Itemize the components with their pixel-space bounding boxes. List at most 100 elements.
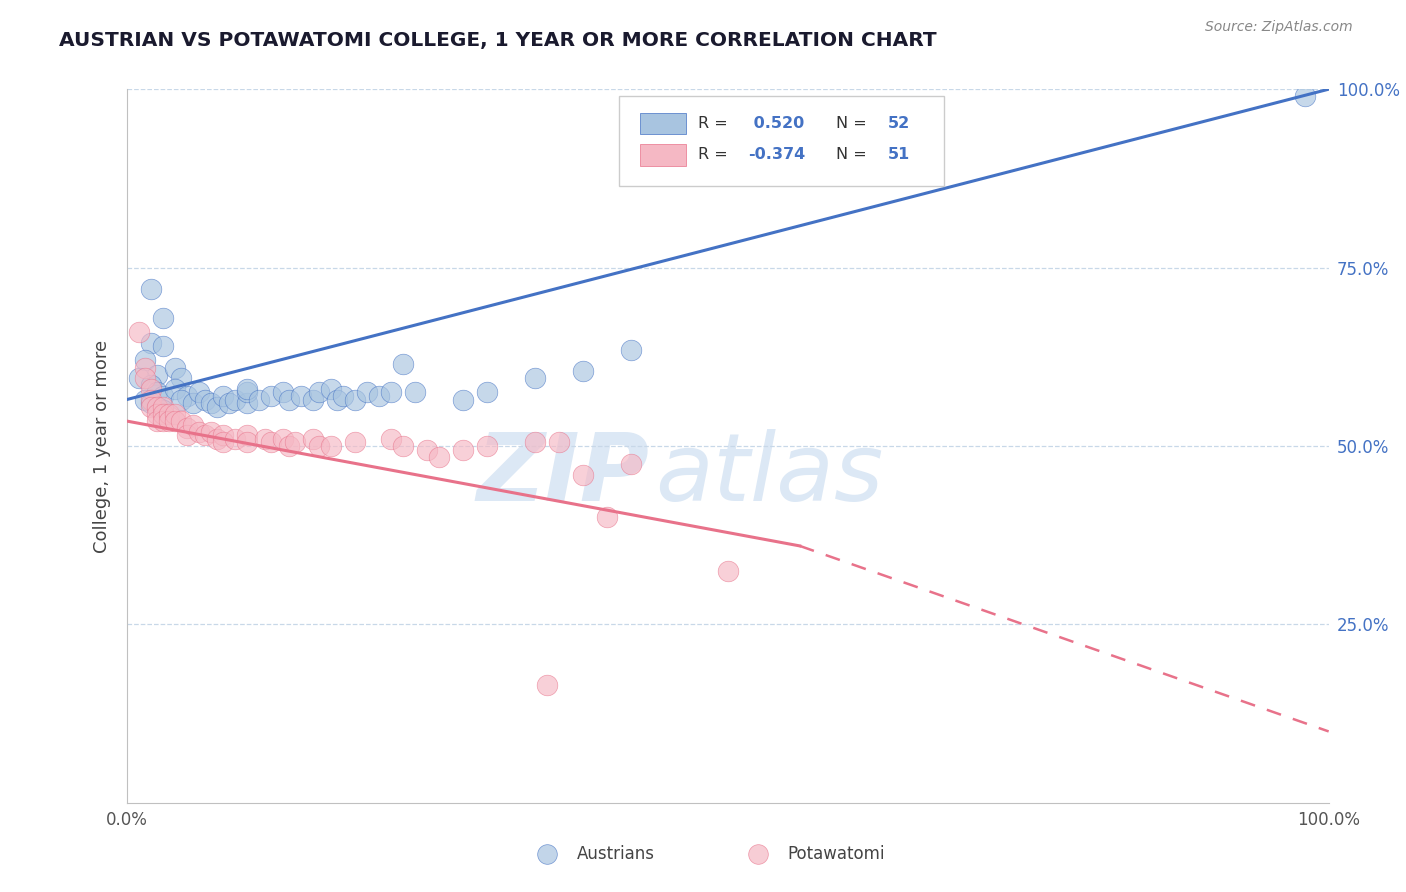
Point: [157, 414, 180, 428]
Point: [620, 457, 643, 471]
Text: Potawatomi: Potawatomi: [787, 846, 886, 863]
Point: [176, 428, 198, 442]
Point: [139, 396, 162, 410]
Point: [427, 450, 450, 464]
Point: [145, 385, 167, 400]
Point: [319, 382, 342, 396]
Point: [290, 389, 312, 403]
Point: [277, 392, 299, 407]
Point: [380, 432, 402, 446]
Point: [134, 392, 156, 407]
Point: [343, 392, 366, 407]
Point: [302, 432, 325, 446]
Point: [235, 382, 259, 396]
Point: [128, 325, 150, 339]
FancyBboxPatch shape: [620, 96, 943, 186]
Point: [194, 428, 217, 442]
Text: R =: R =: [697, 147, 733, 162]
Point: [152, 407, 174, 421]
Text: -0.374: -0.374: [748, 147, 806, 162]
Point: [152, 339, 174, 353]
Text: R =: R =: [697, 116, 733, 131]
Point: [451, 442, 474, 457]
Text: 0.520: 0.520: [748, 116, 804, 131]
Point: [134, 353, 156, 368]
Point: [416, 442, 439, 457]
Point: [200, 396, 222, 410]
Point: [200, 425, 222, 439]
Point: [157, 407, 180, 421]
Point: [475, 439, 498, 453]
Point: [235, 435, 259, 450]
Point: [139, 400, 162, 414]
Point: [152, 389, 174, 403]
Point: [747, 847, 769, 862]
Point: [194, 392, 217, 407]
Point: [205, 400, 228, 414]
Point: [145, 407, 167, 421]
Point: [211, 435, 233, 450]
Point: [139, 392, 162, 407]
Point: [620, 343, 643, 357]
Point: [139, 378, 162, 392]
Point: [211, 389, 233, 403]
Point: [380, 385, 402, 400]
Point: [205, 432, 228, 446]
Point: [332, 389, 354, 403]
Point: [356, 385, 378, 400]
Point: [152, 414, 174, 428]
Point: [163, 407, 186, 421]
Point: [134, 371, 156, 385]
Point: [145, 414, 167, 428]
Point: [271, 432, 294, 446]
Point: [139, 335, 162, 350]
Text: N =: N =: [835, 147, 872, 162]
Point: [218, 396, 240, 410]
Point: [169, 371, 191, 385]
Point: [271, 385, 294, 400]
Point: [260, 435, 283, 450]
Point: [176, 421, 198, 435]
Point: [524, 435, 547, 450]
Point: [572, 364, 595, 378]
Point: [163, 382, 186, 396]
Point: [392, 357, 415, 371]
Point: [187, 385, 209, 400]
Point: [392, 439, 415, 453]
Point: [308, 439, 330, 453]
Point: [235, 428, 259, 442]
Point: [716, 564, 740, 578]
Point: [181, 396, 204, 410]
Point: [548, 435, 571, 450]
Point: [224, 392, 246, 407]
Point: [145, 400, 167, 414]
Point: [308, 385, 330, 400]
Point: [134, 360, 156, 375]
Point: [524, 371, 547, 385]
Point: [572, 467, 595, 482]
Point: [326, 392, 349, 407]
Point: [128, 371, 150, 385]
Point: [224, 432, 246, 446]
Text: N =: N =: [835, 116, 872, 131]
Point: [181, 417, 204, 432]
Text: ZIP: ZIP: [477, 428, 650, 521]
Point: [152, 400, 174, 414]
Text: Source: ZipAtlas.com: Source: ZipAtlas.com: [1205, 20, 1353, 34]
Point: [404, 385, 426, 400]
Point: [277, 439, 299, 453]
Point: [152, 403, 174, 417]
Point: [176, 389, 198, 403]
Text: 52: 52: [887, 116, 910, 131]
Point: [139, 282, 162, 296]
Point: [536, 678, 558, 692]
Point: [235, 396, 259, 410]
Point: [368, 389, 391, 403]
Text: AUSTRIAN VS POTAWATOMI COLLEGE, 1 YEAR OR MORE CORRELATION CHART: AUSTRIAN VS POTAWATOMI COLLEGE, 1 YEAR O…: [59, 31, 936, 50]
Text: Austrians: Austrians: [578, 846, 655, 863]
Point: [1294, 89, 1316, 103]
Point: [211, 428, 233, 442]
Point: [169, 392, 191, 407]
Point: [343, 435, 366, 450]
Text: 51: 51: [887, 147, 910, 162]
